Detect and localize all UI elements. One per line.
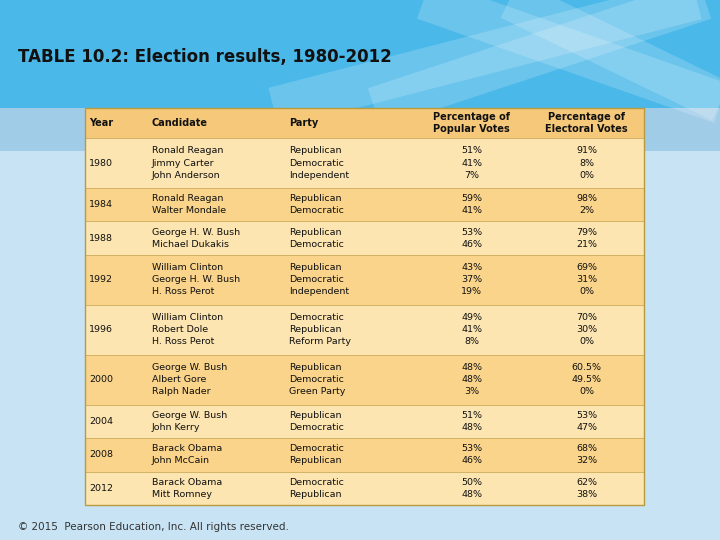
Text: 51%
48%: 51% 48% bbox=[461, 411, 482, 432]
Bar bbox=[85, 438, 644, 471]
Text: Republican
Democratic: Republican Democratic bbox=[289, 194, 343, 215]
Text: 1992: 1992 bbox=[89, 275, 113, 284]
Bar bbox=[0, 0, 720, 108]
Text: 59%
41%: 59% 41% bbox=[461, 194, 482, 215]
Text: 62%
38%: 62% 38% bbox=[576, 478, 598, 499]
Text: Ronald Reagan
Jimmy Carter
John Anderson: Ronald Reagan Jimmy Carter John Anderson bbox=[152, 146, 223, 180]
Bar bbox=[85, 221, 644, 255]
Text: © 2015  Pearson Education, Inc. All rights reserved.: © 2015 Pearson Education, Inc. All right… bbox=[18, 522, 289, 531]
Bar bbox=[85, 138, 644, 188]
Text: 2008: 2008 bbox=[89, 450, 113, 460]
Text: 2000: 2000 bbox=[89, 375, 113, 384]
Text: William Clinton
George H. W. Bush
H. Ross Perot: William Clinton George H. W. Bush H. Ros… bbox=[152, 263, 240, 296]
Text: 50%
48%: 50% 48% bbox=[461, 478, 482, 499]
Text: 1988: 1988 bbox=[89, 234, 113, 242]
Text: 91%
8%
0%: 91% 8% 0% bbox=[576, 146, 598, 180]
Text: 2004: 2004 bbox=[89, 417, 113, 426]
Text: Ronald Reagan
Walter Mondale: Ronald Reagan Walter Mondale bbox=[152, 194, 226, 215]
Text: Year: Year bbox=[89, 118, 114, 128]
Text: William Clinton
Robert Dole
H. Ross Perot: William Clinton Robert Dole H. Ross Pero… bbox=[152, 313, 223, 347]
Text: Republican
Democratic: Republican Democratic bbox=[289, 227, 343, 248]
Text: 1984: 1984 bbox=[89, 200, 113, 209]
Text: 69%
31%
0%: 69% 31% 0% bbox=[576, 263, 598, 296]
Text: Candidate: Candidate bbox=[152, 118, 208, 128]
Text: Barack Obama
John McCain: Barack Obama John McCain bbox=[152, 444, 222, 465]
Text: George W. Bush
Albert Gore
Ralph Nader: George W. Bush Albert Gore Ralph Nader bbox=[152, 363, 228, 396]
Bar bbox=[85, 305, 644, 355]
Text: Democratic
Republican: Democratic Republican bbox=[289, 444, 343, 465]
Bar bbox=[85, 188, 644, 221]
Text: George W. Bush
John Kerry: George W. Bush John Kerry bbox=[152, 411, 228, 432]
Text: 43%
37%
19%: 43% 37% 19% bbox=[461, 263, 482, 296]
Text: 53%
46%: 53% 46% bbox=[461, 444, 482, 465]
Bar bbox=[85, 471, 644, 505]
Text: Party: Party bbox=[289, 118, 318, 128]
Text: Republican
Democratic: Republican Democratic bbox=[289, 411, 343, 432]
Text: 60.5%
49.5%
0%: 60.5% 49.5% 0% bbox=[572, 363, 602, 396]
Text: 1980: 1980 bbox=[89, 159, 113, 167]
Text: Republican
Democratic
Green Party: Republican Democratic Green Party bbox=[289, 363, 345, 396]
Text: Republican
Democratic
Independent: Republican Democratic Independent bbox=[289, 146, 349, 180]
Text: Percentage of
Popular Votes: Percentage of Popular Votes bbox=[433, 112, 510, 134]
Text: 48%
48%
3%: 48% 48% 3% bbox=[461, 363, 482, 396]
Text: 79%
21%: 79% 21% bbox=[576, 227, 598, 248]
Text: 68%
32%: 68% 32% bbox=[576, 444, 598, 465]
Text: 51%
41%
7%: 51% 41% 7% bbox=[461, 146, 482, 180]
Bar bbox=[0, 108, 720, 151]
Text: Barack Obama
Mitt Romney: Barack Obama Mitt Romney bbox=[152, 478, 222, 499]
Bar bbox=[0, 151, 720, 540]
Text: 1996: 1996 bbox=[89, 325, 113, 334]
Text: 2012: 2012 bbox=[89, 484, 113, 492]
Text: Republican
Democratic
Independent: Republican Democratic Independent bbox=[289, 263, 349, 296]
Text: 70%
30%
0%: 70% 30% 0% bbox=[576, 313, 598, 347]
Text: 49%
41%
8%: 49% 41% 8% bbox=[461, 313, 482, 347]
Text: George H. W. Bush
Michael Dukakis: George H. W. Bush Michael Dukakis bbox=[152, 227, 240, 248]
Bar bbox=[85, 405, 644, 438]
Text: 98%
2%: 98% 2% bbox=[576, 194, 598, 215]
Bar bbox=[85, 355, 644, 405]
Text: TABLE 10.2: Election results, 1980-2012: TABLE 10.2: Election results, 1980-2012 bbox=[18, 48, 392, 66]
Text: 53%
47%: 53% 47% bbox=[576, 411, 598, 432]
Text: Democratic
Republican
Reform Party: Democratic Republican Reform Party bbox=[289, 313, 351, 347]
Bar bbox=[85, 255, 644, 305]
Text: Percentage of
Electoral Votes: Percentage of Electoral Votes bbox=[546, 112, 628, 134]
Bar bbox=[85, 108, 644, 505]
Text: Democratic
Republican: Democratic Republican bbox=[289, 478, 343, 499]
Text: 53%
46%: 53% 46% bbox=[461, 227, 482, 248]
Bar bbox=[85, 108, 644, 138]
